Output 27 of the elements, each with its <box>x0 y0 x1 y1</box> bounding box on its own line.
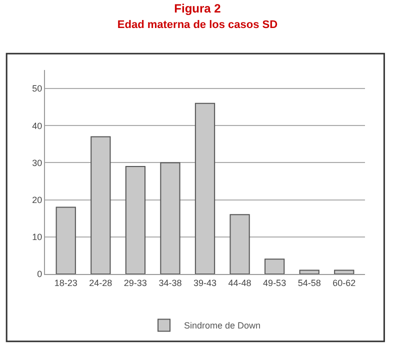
y-tick-label: 50 <box>32 84 42 94</box>
bar <box>56 206 76 274</box>
x-tick-label: 24-28 <box>89 278 112 288</box>
x-tick-label: 29-33 <box>124 278 147 288</box>
y-tick-label: 20 <box>32 194 42 205</box>
x-tick-label: 54-58 <box>298 278 321 288</box>
y-tick-label: 30 <box>32 158 42 168</box>
x-tick-label: 49-53 <box>263 278 286 288</box>
y-tick-label: 10 <box>32 232 42 242</box>
y-tick-label: 40 <box>32 120 42 131</box>
y-tick-label: 0 <box>37 269 42 280</box>
bar <box>194 102 216 274</box>
bar <box>125 166 146 274</box>
bar <box>160 162 180 274</box>
chart-title: Figura 2 <box>174 1 222 16</box>
x-tick-label: 60-62 <box>332 278 356 288</box>
x-tick-label: 18-23 <box>54 278 78 288</box>
bar <box>264 258 285 274</box>
legend-label: Sindrome de Down <box>184 320 261 331</box>
bar <box>230 214 250 274</box>
bar <box>334 270 354 274</box>
chart-subtitle: Edad materna de los casos SD <box>117 18 278 31</box>
x-tick-label: 39-43 <box>193 278 217 288</box>
x-tick-label: 34-38 <box>158 278 182 288</box>
bar <box>90 136 111 274</box>
bar <box>299 270 320 274</box>
x-tick-label: 44-48 <box>228 278 252 288</box>
